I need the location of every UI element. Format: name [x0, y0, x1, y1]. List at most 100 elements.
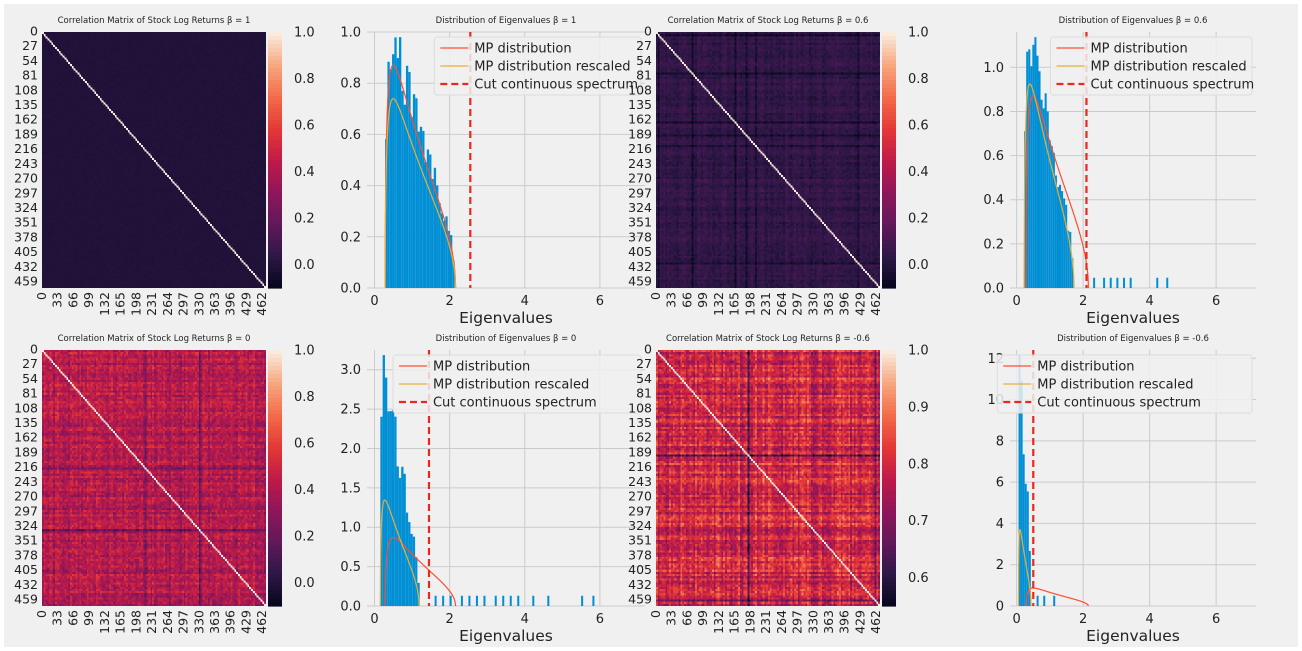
- colorbar-segment: [882, 160, 896, 165]
- colorbar-segment: [268, 582, 282, 587]
- heatmap-ytick: 270: [14, 171, 38, 186]
- colorbar-segment: [268, 36, 282, 41]
- colorbar-segment: [268, 60, 282, 65]
- colorbar-segment: [882, 414, 896, 419]
- heatmap-xtick: 330: [805, 292, 820, 316]
- histogram-bar-outlier: [483, 595, 486, 606]
- legend-box: [433, 36, 642, 96]
- colorbar-segment: [268, 112, 282, 117]
- legend-label-mp: MP distribution: [433, 360, 530, 375]
- colorbar-segment: [268, 546, 282, 551]
- eigen-xlabel: Eigenvalues: [1086, 309, 1180, 327]
- colorbar-segment: [882, 56, 896, 61]
- colorbar-segment: [882, 216, 896, 221]
- eigen-ytick: 0.4: [983, 193, 1004, 208]
- histogram-bar: [424, 162, 427, 288]
- colorbar-segment: [268, 76, 282, 81]
- heatmap-xtick: 264: [774, 292, 789, 316]
- eigen-xlabel: Eigenvalues: [1086, 627, 1180, 645]
- colorbar-segment: [268, 562, 282, 567]
- histogram-bar-outlier: [517, 595, 520, 606]
- heatmap-xtick: 264: [160, 610, 175, 634]
- eigen-ytick: 0.8: [340, 77, 361, 92]
- histogram-bar: [405, 512, 409, 606]
- heatmap-ytick: 297: [14, 503, 38, 518]
- histogram-bar: [385, 139, 388, 288]
- heatmap-ytick: 459: [14, 592, 38, 607]
- heatmap-ytick: 243: [628, 474, 652, 489]
- colorbar-segment: [882, 570, 896, 575]
- colorbar-tick: 0.8: [908, 457, 929, 472]
- heatmap-ytick: 108: [14, 82, 38, 97]
- colorbar-segment: [882, 526, 896, 531]
- colorbar-segment: [268, 148, 282, 153]
- eigen-xtick: 0: [1013, 612, 1021, 627]
- heatmap-panel-0: Correlation Matrix of Stock Log Returns …: [14, 16, 315, 316]
- histogram-bar-outlier: [1123, 277, 1126, 288]
- eigen-ytick: 0.0: [340, 600, 361, 615]
- colorbar-segment: [882, 168, 896, 173]
- colorbar-segment: [882, 148, 896, 153]
- histogram-bar: [438, 203, 441, 288]
- colorbar-segment: [882, 422, 896, 427]
- mp-rescaled-line: [384, 98, 457, 289]
- colorbar-segment: [882, 96, 896, 101]
- colorbar-segment: [268, 478, 282, 483]
- colorbar-segment: [268, 474, 282, 479]
- heatmap-xtick: 33: [50, 610, 65, 626]
- colorbar-segment: [268, 578, 282, 583]
- colorbar-segment: [882, 32, 896, 37]
- heatmap-ytick: 0: [30, 24, 38, 39]
- colorbar-segment: [268, 558, 282, 563]
- heatmap-xtick: 198: [128, 610, 143, 634]
- colorbar-segment: [268, 594, 282, 599]
- colorbar-segment: [882, 88, 896, 93]
- histogram-bar: [1056, 187, 1059, 288]
- colorbar-tick: 0.4: [908, 165, 929, 180]
- colorbar-segment: [882, 366, 896, 371]
- heatmap-xtick: 363: [821, 610, 836, 634]
- colorbar-segment: [268, 220, 282, 225]
- histogram-bar: [1058, 184, 1062, 288]
- histogram-bar: [384, 377, 388, 606]
- legend-label-cut: Cut continuous spectrum: [1037, 396, 1201, 411]
- colorbar-segment: [882, 52, 896, 57]
- colorbar-segment: [882, 378, 896, 383]
- heatmap-ytick: 405: [628, 562, 652, 577]
- heatmap-xtick: 462: [868, 292, 883, 316]
- histogram-bar: [412, 94, 416, 288]
- heatmap-ytick: 378: [628, 229, 652, 244]
- colorbar-segment: [882, 108, 896, 113]
- histogram-bar: [1028, 49, 1031, 288]
- colorbar-segment: [268, 470, 282, 475]
- histogram-bar: [399, 37, 402, 289]
- histogram-bar: [431, 178, 434, 288]
- colorbar-segment: [268, 570, 282, 575]
- colorbar-segment: [882, 100, 896, 105]
- heatmap-ytick: 243: [14, 156, 38, 171]
- colorbar-segment: [268, 418, 282, 423]
- colorbar-segment: [882, 40, 896, 45]
- heatmap-ytick: 351: [14, 533, 38, 548]
- colorbar-tick: 0.6: [294, 119, 315, 134]
- heatmap-ytick: 135: [628, 97, 652, 112]
- matrix-diagonal: [655, 349, 881, 607]
- mp-distribution-line: [384, 64, 457, 289]
- heatmap-xtick: 132: [97, 610, 112, 634]
- histogram-bar: [426, 149, 430, 288]
- histogram-bar-outlier: [1093, 277, 1096, 288]
- colorbar-segment: [882, 184, 896, 189]
- eigen-ytick: 0.2: [340, 230, 361, 245]
- colorbar-segment: [882, 470, 896, 475]
- heatmap-panel-4: Correlation Matrix of Stock Log Returns …: [14, 334, 315, 634]
- heatmap-xtick: 462: [254, 292, 269, 316]
- histogram-bar: [405, 65, 409, 288]
- histogram-bar: [396, 466, 399, 606]
- histogram-bar: [1024, 483, 1027, 606]
- heatmap-xtick: 396: [223, 292, 238, 316]
- colorbar-segment: [882, 264, 896, 269]
- colorbar-segment: [882, 482, 896, 487]
- histogram-bar-outlier: [442, 595, 445, 606]
- colorbar-segment: [882, 76, 896, 81]
- legend-label-cut: Cut continuous spectrum: [1090, 78, 1254, 93]
